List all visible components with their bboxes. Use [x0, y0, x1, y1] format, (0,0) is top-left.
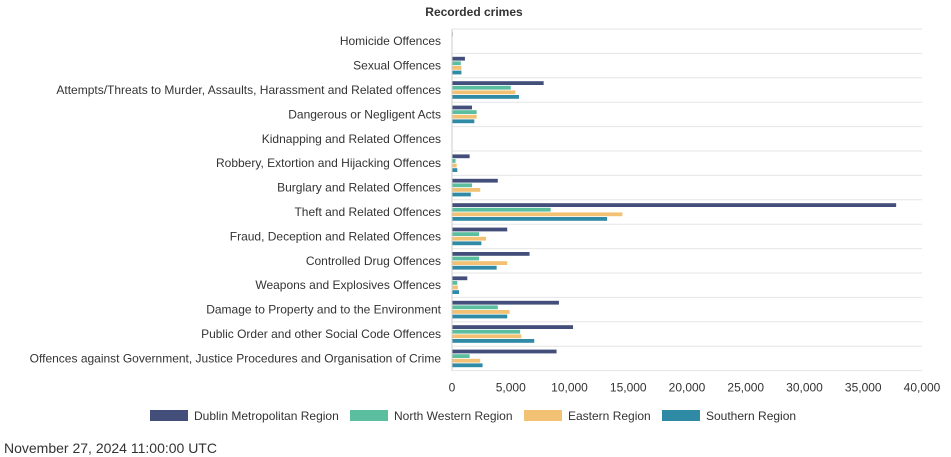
bar	[452, 363, 483, 368]
bar	[452, 66, 462, 70]
bar	[452, 207, 551, 212]
bar	[452, 285, 458, 290]
bar	[452, 119, 475, 124]
x-tick-label: 30,000	[786, 381, 823, 395]
bar	[452, 159, 456, 163]
x-tick-label: 0	[449, 381, 456, 395]
bar	[452, 114, 477, 119]
category-label: Theft and Related Offences	[294, 205, 441, 219]
bar	[452, 261, 508, 265]
bar	[452, 252, 530, 256]
bar	[452, 354, 470, 358]
bars-group	[452, 32, 897, 368]
legend-swatch	[662, 410, 700, 421]
x-tick-label: 25,000	[727, 381, 764, 395]
x-tick-label: 10,000	[551, 381, 588, 395]
bar	[452, 227, 508, 232]
category-labels: Homicide Offences Sexual Offences Attempts…	[30, 34, 442, 365]
legend-label: Dublin Metropolitan Region	[194, 409, 339, 423]
timestamp: November 27, 2024 11:00:00 UTC	[4, 440, 217, 456]
bar	[452, 203, 897, 207]
legend: Dublin Metropolitan Region North Western …	[150, 409, 796, 423]
bar	[452, 276, 468, 281]
category-label: Dangerous or Negligent Acts	[288, 107, 441, 121]
bar	[452, 290, 460, 294]
bar	[452, 61, 461, 66]
category-label: Public Order and other Social Code Offen…	[201, 327, 441, 341]
category-label: Damage to Property and to the Environmen…	[206, 303, 441, 317]
category-label: Burglary and Related Offences	[277, 181, 441, 195]
bar	[452, 217, 608, 221]
legend-swatch	[524, 410, 562, 421]
bar	[452, 236, 487, 241]
bar	[452, 349, 557, 354]
bar	[452, 81, 544, 85]
category-label: Attempts/Threats to Murder, Assaults, Ha…	[56, 83, 441, 97]
bar	[452, 265, 497, 270]
bar	[452, 110, 477, 114]
x-tick-label: 15,000	[610, 381, 647, 395]
bar	[452, 192, 471, 197]
category-label: Sexual Offences	[353, 59, 441, 73]
bar	[452, 188, 481, 192]
bar	[452, 183, 472, 188]
category-label: Controlled Drug Offences	[306, 254, 441, 268]
category-label: Fraud, Deception and Related Offences	[230, 229, 441, 243]
bar	[452, 305, 498, 310]
bar	[452, 334, 522, 339]
bar	[452, 212, 623, 217]
bar	[452, 281, 458, 285]
category-label: Offences against Government, Justice Pro…	[30, 351, 442, 365]
bar	[452, 325, 574, 329]
legend-label: Southern Region	[706, 409, 796, 423]
bar	[452, 105, 472, 110]
bar	[452, 90, 516, 95]
bar	[452, 154, 470, 159]
x-tick-label: 35,000	[845, 381, 882, 395]
bar	[452, 70, 462, 75]
bar	[452, 358, 481, 363]
legend-swatch	[150, 410, 188, 421]
crime-bar-chart: Recorded crimes Homicide Offences Sexual …	[30, 5, 941, 423]
chart-title: Recorded crimes	[425, 5, 523, 19]
bar	[452, 339, 535, 343]
bar	[452, 314, 508, 319]
category-label: Homicide Offences	[340, 34, 441, 48]
bar	[452, 95, 519, 99]
x-tick-label: 40,000	[904, 381, 941, 395]
category-label: Weapons and Explosives Offences	[255, 278, 441, 292]
bar	[452, 329, 521, 334]
bar	[452, 163, 457, 168]
legend-label: Eastern Region	[568, 409, 651, 423]
bar	[452, 178, 498, 183]
bar	[452, 241, 482, 246]
bar	[452, 232, 480, 236]
x-axis-ticks: 0 5,000 10,000 15,000 20,000 25,000 30,000 35,0…	[449, 381, 941, 395]
row-separators	[452, 28, 922, 372]
bar	[452, 168, 458, 172]
legend-swatch	[350, 410, 388, 421]
x-tick-label: 5,000	[496, 381, 526, 395]
bar	[452, 300, 559, 305]
bar	[452, 56, 465, 61]
legend-label: North Western Region	[394, 409, 513, 423]
category-label: Kidnapping and Related Offences	[262, 132, 441, 146]
bar	[452, 256, 480, 261]
category-label: Robbery, Extortion and Hijacking Offence…	[216, 156, 441, 170]
bar	[452, 310, 510, 314]
bar	[452, 85, 511, 90]
x-tick-label: 20,000	[669, 381, 706, 395]
